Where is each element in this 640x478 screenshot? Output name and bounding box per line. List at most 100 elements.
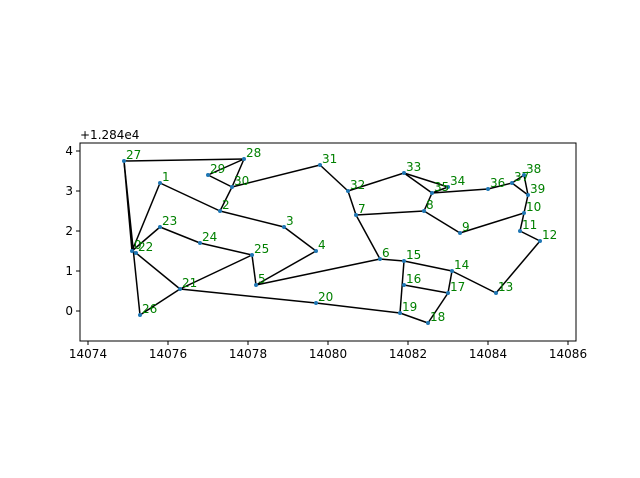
node-0	[130, 249, 134, 253]
edge-22-21	[135, 252, 181, 290]
node-27	[122, 159, 126, 163]
edge-15-6	[379, 258, 405, 262]
edge-5-25	[251, 254, 257, 286]
node-label-12: 12	[542, 228, 557, 242]
edge-10-9	[459, 212, 525, 234]
edge-10-11	[519, 212, 525, 232]
node-19	[398, 311, 402, 315]
node-1	[158, 181, 162, 185]
node-10	[522, 211, 526, 215]
node-label-23: 23	[162, 214, 177, 228]
edge-35-36	[431, 188, 489, 194]
node-label-5: 5	[258, 272, 266, 286]
node-7	[354, 213, 358, 217]
node-26	[138, 313, 142, 317]
node-9	[458, 231, 462, 235]
node-31	[318, 163, 322, 167]
node-label-29: 29	[210, 162, 225, 176]
edge-29-30	[207, 174, 233, 188]
edge-27-28	[123, 158, 245, 162]
edge-14-17	[447, 270, 453, 294]
edge-27-26	[123, 160, 141, 316]
node-label-6: 6	[382, 246, 390, 260]
node-label-39: 39	[530, 182, 545, 196]
edge-16-17	[403, 284, 449, 294]
node-label-2: 2	[222, 198, 230, 212]
edge-12-13	[495, 240, 541, 294]
x-tick-label-14076: 14076	[149, 347, 187, 361]
edge-24-23	[159, 226, 201, 244]
edge-23-0	[131, 226, 161, 252]
node-label-38: 38	[526, 162, 541, 176]
edge-36-37	[487, 182, 513, 190]
y-tick-label-0: 0	[65, 304, 73, 318]
node-label-17: 17	[450, 280, 465, 294]
node-label-4: 4	[318, 238, 326, 252]
edges-layer	[123, 158, 541, 324]
node-28	[242, 157, 246, 161]
node-3	[282, 225, 286, 229]
edge-31-30	[231, 164, 321, 188]
node-label-34: 34	[450, 174, 465, 188]
edge-21-25	[179, 254, 253, 290]
edge-18-19	[399, 312, 429, 324]
node-label-14: 14	[454, 258, 469, 272]
y-axis-offset-label: +1.284e4	[80, 128, 139, 142]
edge-32-33	[347, 172, 405, 192]
node-38	[522, 173, 526, 177]
node-8	[422, 209, 426, 213]
node-label-25: 25	[254, 242, 269, 256]
node-label-27: 27	[126, 148, 141, 162]
node-label-9: 9	[462, 220, 470, 234]
edge-37-38	[511, 174, 525, 184]
node-21	[178, 287, 182, 291]
node-2	[218, 209, 222, 213]
node-18	[426, 321, 430, 325]
node-36	[486, 187, 490, 191]
node-30	[230, 185, 234, 189]
node-label-7: 7	[358, 202, 366, 216]
node-6	[378, 257, 382, 261]
node-label-21: 21	[182, 276, 197, 290]
node-label-24: 24	[202, 230, 217, 244]
node-label-26: 26	[142, 302, 157, 316]
edge-1-2	[159, 182, 221, 212]
node-label-19: 19	[402, 300, 417, 314]
node-label-30: 30	[234, 174, 249, 188]
node-39	[526, 193, 530, 197]
edge-14-15	[403, 260, 453, 272]
node-label-31: 31	[322, 152, 337, 166]
edge-4-5	[255, 250, 317, 286]
node-12	[538, 239, 542, 243]
x-tick-label-14080: 14080	[309, 347, 347, 361]
node-label-22: 22	[138, 240, 153, 254]
node-label-0: 0	[134, 238, 142, 252]
edge-38-39	[523, 174, 529, 196]
nodes-layer	[122, 157, 542, 325]
node-16	[402, 283, 406, 287]
node-label-35: 35	[434, 180, 449, 194]
edge-6-7	[355, 214, 381, 260]
node-29	[206, 173, 210, 177]
node-label-28: 28	[246, 146, 261, 160]
node-label-18: 18	[430, 310, 445, 324]
edge-39-10	[523, 194, 529, 214]
node-label-33: 33	[406, 160, 421, 174]
edge-5-6	[255, 258, 381, 286]
edge-7-32	[347, 190, 357, 216]
node-13	[494, 291, 498, 295]
node-label-10: 10	[526, 200, 541, 214]
edge-25-24	[199, 242, 253, 256]
y-tick-label-1: 1	[65, 264, 73, 278]
edge-35-34	[431, 186, 449, 194]
node-label-13: 13	[498, 280, 513, 294]
y-tick-label-2: 2	[65, 224, 73, 238]
node-label-20: 20	[318, 290, 333, 304]
edge-21-26	[139, 288, 181, 316]
edge-13-14	[451, 270, 497, 294]
node-label-15: 15	[406, 248, 421, 262]
edge-32-31	[319, 164, 349, 192]
node-15	[402, 259, 406, 263]
x-tick-label-14086: 14086	[549, 347, 587, 361]
